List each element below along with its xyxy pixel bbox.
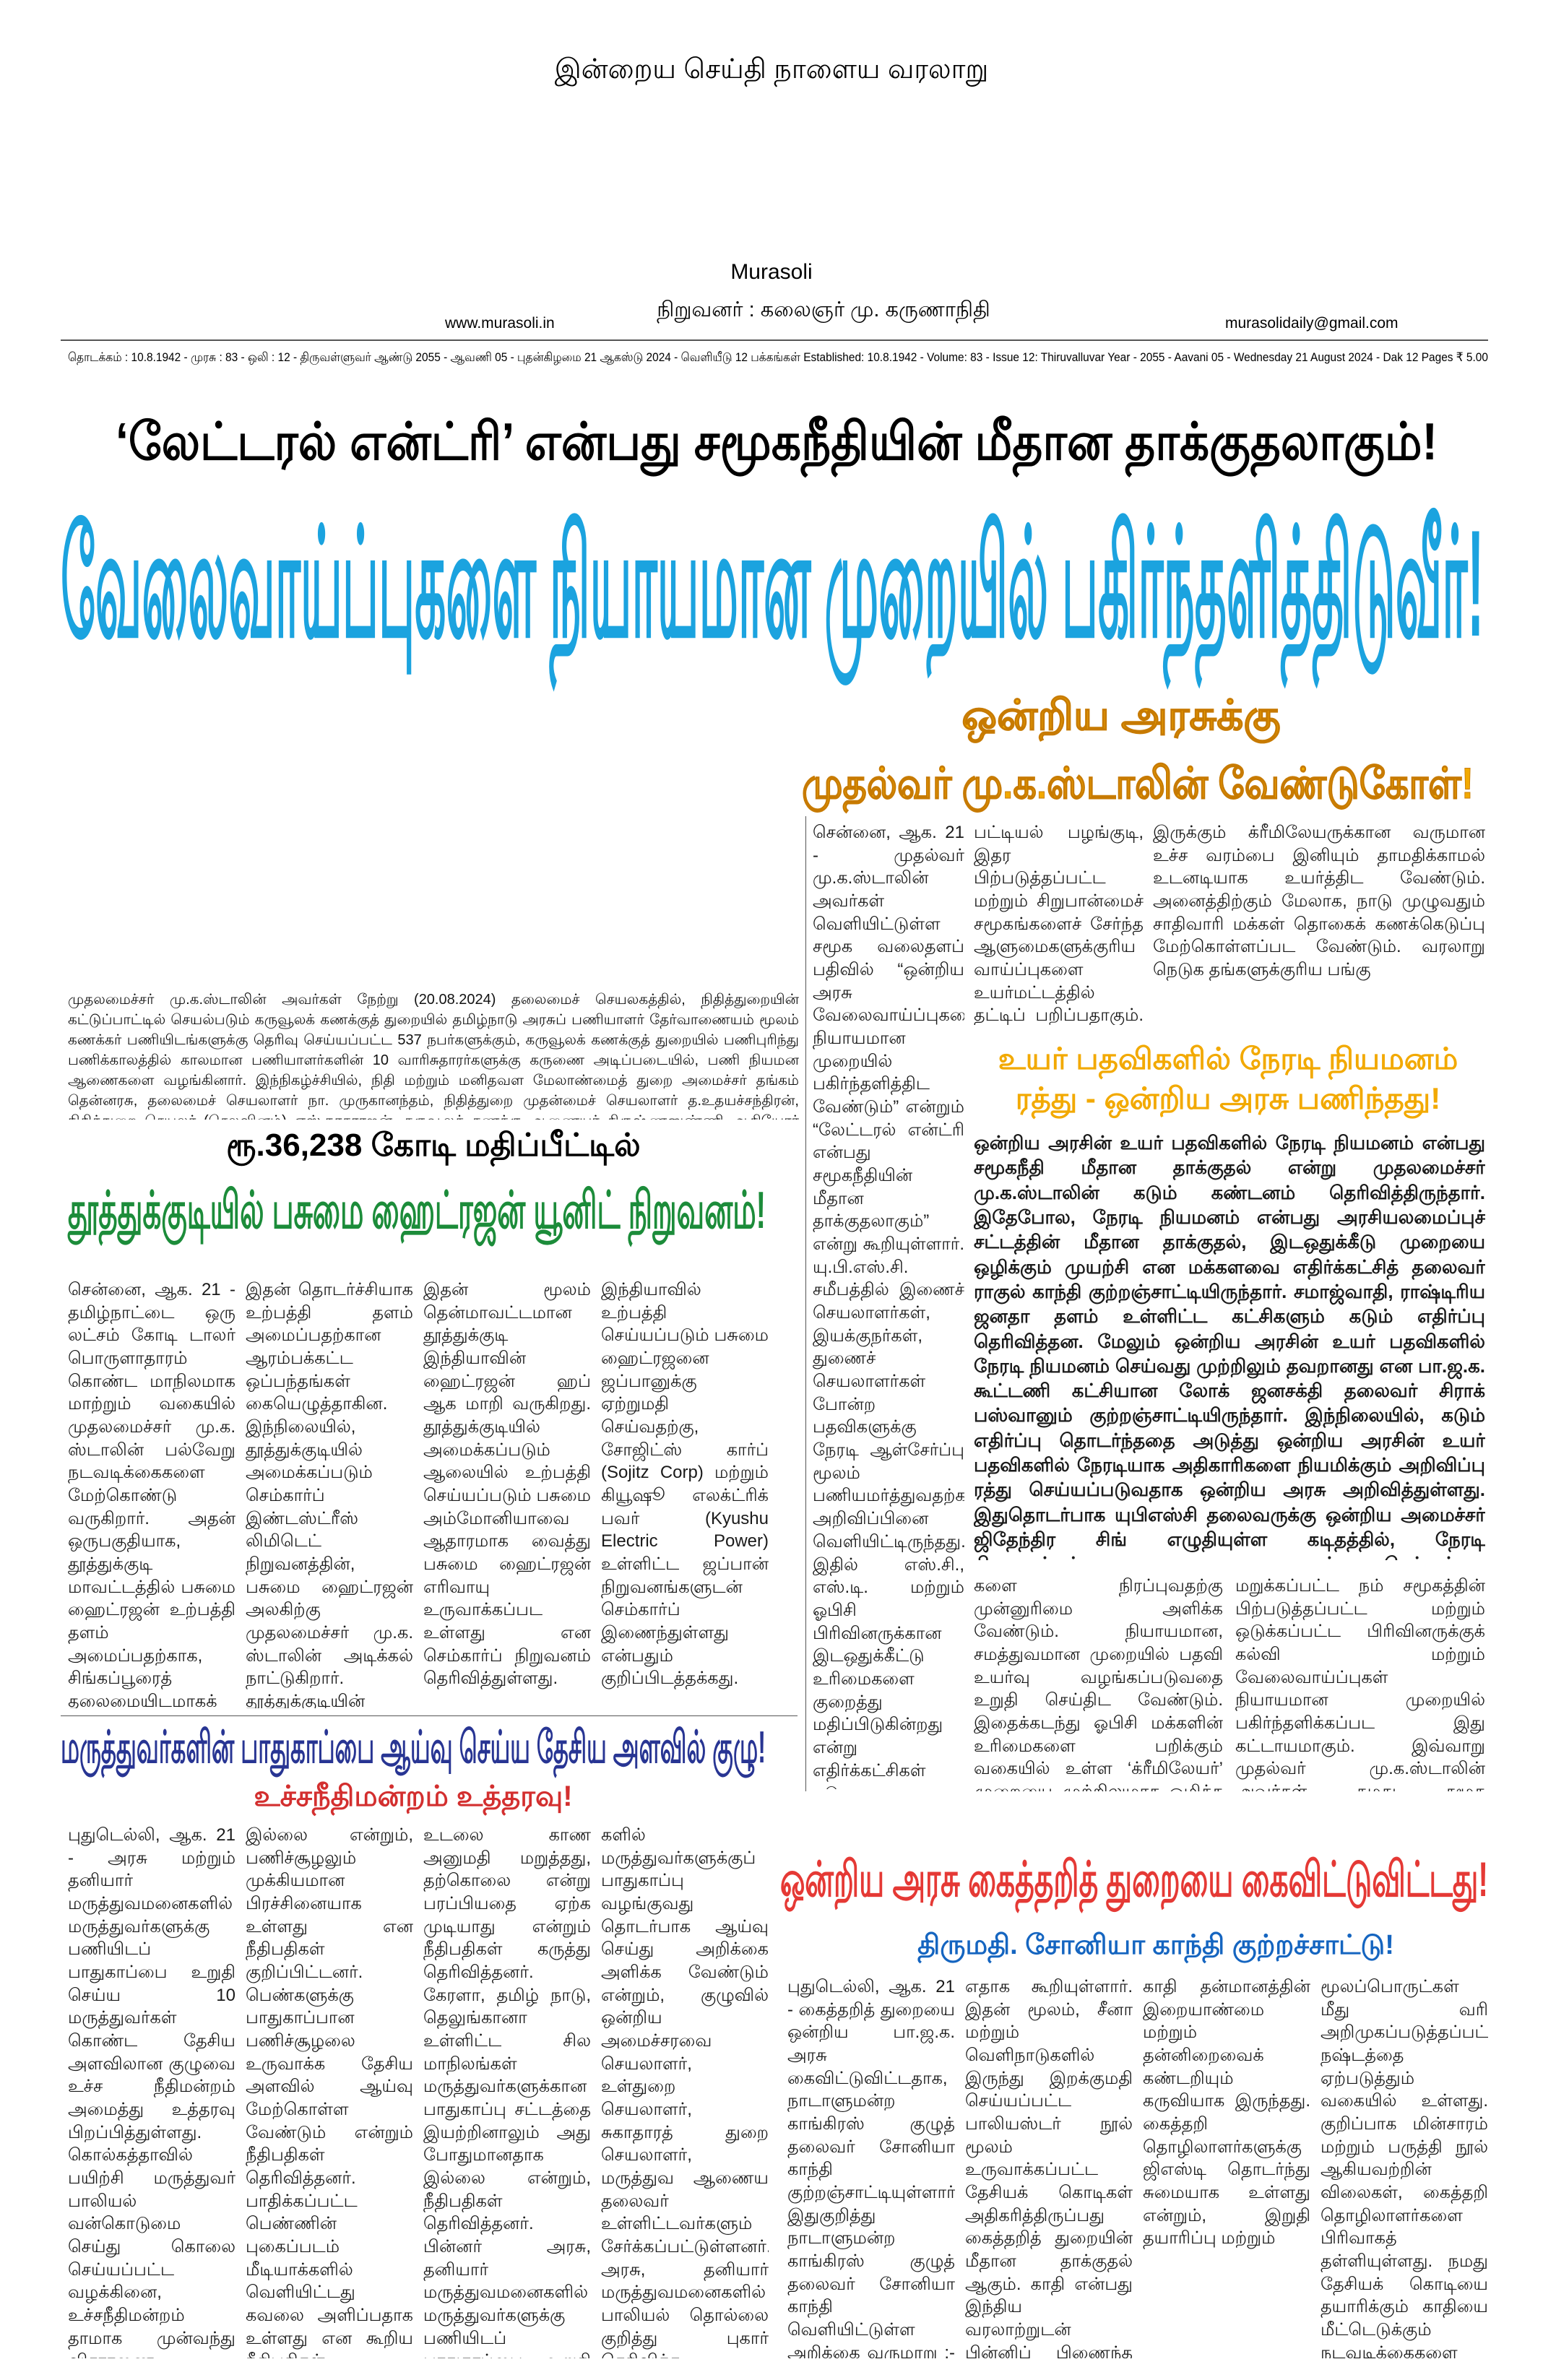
handloom-subhead: திருமதி. சோனியா காந்தி குற்றச்சாட்டு!: [917, 1930, 1394, 1964]
article-column: மறுக்கப்பட்ட நம் சமூகத்தின் பிற்படுத்தப்…: [1235, 1576, 1485, 1791]
article-column: உடலை காண அனுமதி மறுத்தது, தற்கொலை என்று …: [423, 1825, 591, 2358]
article-column: எதாக கூறியுள்ளார். இதன் மூலம், சீனா மற்ற…: [965, 1977, 1133, 2358]
slogan: இன்றைய செய்தி நாளைய வரலாறு: [555, 54, 988, 87]
article-column: களில் மருத்துவர்களுக்குப் பாதுகாப்பு வழங…: [601, 1825, 769, 2358]
article-column: இருக்கும் க்ரீமிலேயருக்கான வருமான உச்ச வ…: [1153, 823, 1485, 980]
article-column: சென்னை, ஆக. 21 - தமிழ்நாட்டை ஒரு லட்சம் …: [68, 1280, 235, 1708]
doctors-subhead: உச்சநீதிமன்றம் உத்தரவு!: [254, 1780, 572, 1816]
hydrogen-kicker: ரூ.36,238 கோடி மதிப்பீட்டில்: [226, 1128, 640, 1167]
divider: [61, 1715, 798, 1716]
sidebar-headline: ரத்து - ஒன்றிய அரசு பணிந்தது!: [1016, 1081, 1440, 1120]
article-column: புதுடெல்லி, ஆக. 21 - கைத்தறித் துறையை ஒன…: [787, 1977, 955, 2358]
article-column: இல்லை என்றும், பணிச்சூழலும் முக்கியமான ப…: [246, 1825, 413, 2358]
dateline: தொடக்கம் : 10.8.1942 - முரசு : 83 - ஒலி …: [68, 350, 1488, 365]
article-column: சென்னை, ஆக. 21 - முதல்வர் மு.க.ஸ்டாலின் …: [813, 823, 964, 1789]
photo-caption: முதலமைச்சர் மு.க.ஸ்டாலின் அவர்கள் நேற்று…: [68, 992, 799, 1120]
divider: [61, 339, 1488, 341]
lead-headline: வேலைவாய்ப்புகளை நியாயமான முறையில் பகிர்ந…: [61, 498, 1484, 692]
article-column: களை நிரப்புவதற்கு முன்னுரிமை அளிக்க வேண்…: [974, 1576, 1223, 1791]
email: murasolidaily@gmail.com: [1225, 315, 1399, 332]
lead-subhead: முதல்வர் மு.க.ஸ்டாலின் வேண்டுகோள்!: [802, 759, 1474, 814]
lead-kicker: ‘லேட்டரல் என்ட்ரி’ என்பது சமூகநீதியின் ம…: [116, 413, 1438, 478]
website: www.murasoli.in: [444, 315, 555, 332]
hydrogen-headline: தூத்துக்குடியில் பசுமை ஹைட்ரஜன் யூனிட் ந…: [67, 1182, 766, 1247]
article-column: இதன் தொடர்ச்சியாக உற்பத்தி தளம் அமைப்பதற…: [246, 1280, 413, 1708]
article-column: காதி தன்மானத்தின் இறையாண்மை மற்றும் தன்ன…: [1143, 1977, 1310, 2249]
divider: [805, 816, 806, 1791]
article-column: இந்தியாவில் உற்பத்தி செய்யப்படும் பசுமை …: [601, 1280, 769, 1689]
article-column: புதுடெல்லி, ஆக. 21 - அரசு மற்றும் தனியார…: [68, 1825, 235, 2358]
masthead-name: Murasoli: [730, 260, 812, 284]
article-column: இதன் மூலம் தென்மாவட்டமான தூத்துக்குடி இந…: [423, 1280, 591, 1689]
lead-subhead: ஒன்றிய அரசுக்கு: [961, 692, 1280, 743]
founder: நிறுவனர் : கலைஞர் மு. கருணாநிதி: [657, 298, 990, 324]
handloom-headline: ஒன்றிய அரசு கைத்தறித் துறையை கைவிட்டுவிட…: [780, 1852, 1488, 1913]
sidebar-body: ஒன்றிய அரசின் உயர் பதவிகளில் நேரடி நியமன…: [974, 1132, 1485, 1560]
article-column: மூலப்பொருட்கள் மீது வரி அறிமுகப்படுத்தப்…: [1321, 1977, 1488, 2358]
doctors-headline: மருத்துவர்களின் பாதுகாப்பை ஆய்வு செய்ய த…: [61, 1723, 766, 1778]
article-column: பட்டியல் பழங்குடி, இதர பிற்படுத்தப்பட்ட …: [974, 823, 1144, 1025]
sidebar-headline: உயர் பதவிகளில் நேரடி நியமனம்: [998, 1042, 1458, 1080]
